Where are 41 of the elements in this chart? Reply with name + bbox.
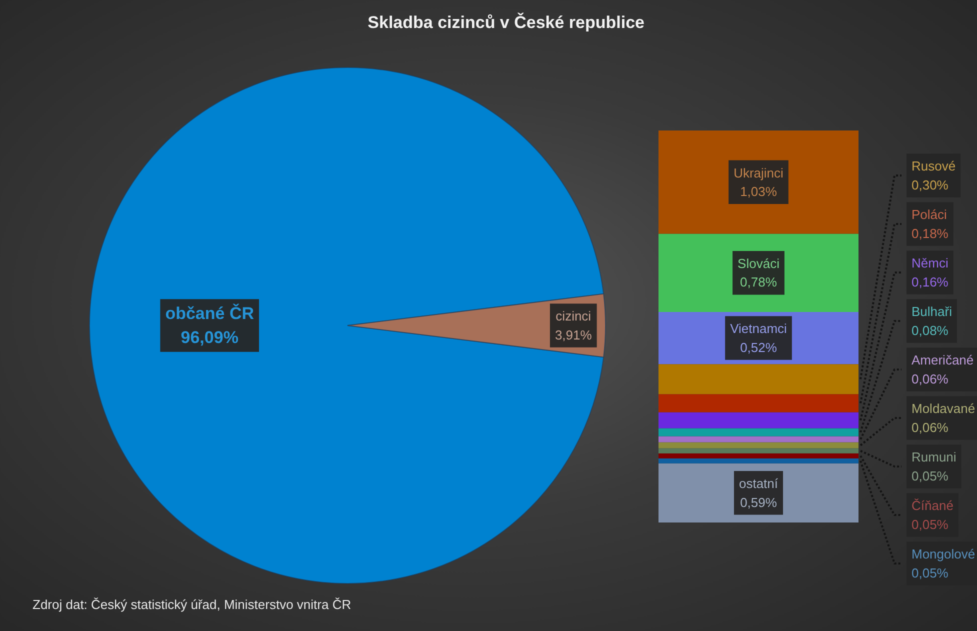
series-label: Slováci (738, 256, 780, 271)
data-label: 0,05% (912, 565, 949, 580)
bar (658, 412, 858, 428)
data-label: 0,59% (740, 494, 778, 510)
text: Rusové (912, 158, 956, 174)
data-label: 0,18% (912, 226, 949, 241)
slice-label: občané ČR (165, 303, 254, 324)
data-label: 0,78% (740, 274, 778, 290)
bar (658, 436, 858, 442)
text: Němci (912, 256, 948, 271)
data-label: 0,06% (912, 420, 949, 435)
data-label: 0,06% (912, 371, 949, 386)
bar (658, 448, 858, 454)
text: Zdroj dat: Český statistický úřad, Ministerstvo vnitra ČR (32, 597, 352, 612)
bar (658, 458, 858, 464)
series-label: Vietnamci (730, 321, 788, 336)
text: Poláci (912, 207, 948, 222)
text: Mongolové (912, 546, 976, 562)
data-label: 0,08% (912, 322, 949, 338)
bar (658, 394, 858, 412)
text: Číňané (912, 498, 954, 514)
text: Američané (912, 352, 974, 368)
text: Bulhaři (912, 304, 952, 320)
data-label: 96,09% (180, 328, 238, 347)
data-label: 0,05% (912, 516, 949, 532)
text: Moldavané (912, 401, 976, 416)
slice-label: cizinci (556, 308, 592, 324)
bar (658, 428, 858, 436)
data-label: 3,91% (554, 327, 592, 342)
chart-title: Skladba cizinců v České republice (368, 12, 645, 32)
series-label: ostatní (738, 476, 778, 492)
bar (658, 453, 858, 458)
bar (658, 364, 858, 394)
series-label: Ukrajinci (734, 165, 784, 180)
data-label: 0,30% (912, 177, 949, 192)
data-label: 0,52% (740, 340, 778, 355)
data-label: 0,05% (912, 468, 949, 484)
data-label: 0,16% (912, 274, 949, 290)
text: Rumuni (912, 450, 956, 465)
bar (658, 442, 858, 448)
data-label: 1,03% (740, 184, 778, 200)
